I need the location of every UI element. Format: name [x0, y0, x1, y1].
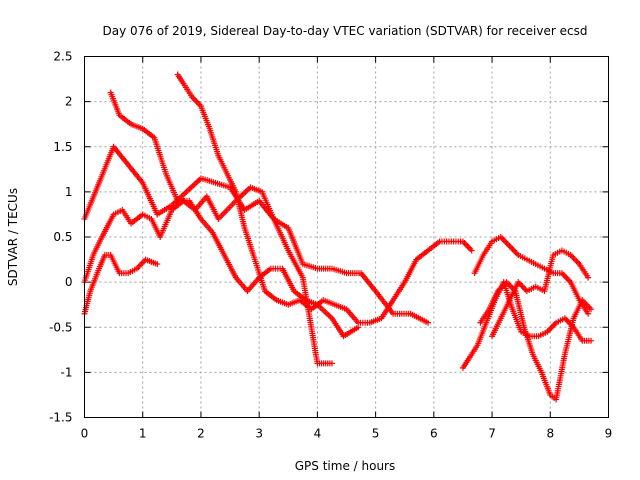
- data-point: [328, 360, 335, 367]
- x-tick-label: 0: [81, 427, 89, 441]
- x-tick-label: 6: [430, 427, 438, 441]
- series-arc-5: [174, 71, 475, 326]
- data-point: [585, 310, 592, 317]
- y-tick-label: -1.5: [49, 411, 72, 425]
- series-arc-1: [81, 143, 335, 367]
- x-tick-label: 8: [546, 427, 554, 441]
- x-tick-label: 4: [314, 427, 322, 441]
- y-tick-label: -0.5: [49, 320, 72, 334]
- data-point: [585, 274, 592, 281]
- x-tick-label: 7: [488, 427, 496, 441]
- series-arc-9: [489, 247, 592, 340]
- y-tick-label: -1: [61, 365, 73, 379]
- series-arc-3: [81, 252, 161, 317]
- y-axis-label: SDTVAR / TECUs: [6, 188, 20, 286]
- data-point: [588, 306, 595, 313]
- x-tick-label: 5: [372, 427, 380, 441]
- plot-frame: [84, 56, 609, 418]
- data-point: [154, 261, 161, 268]
- x-axis-label: GPS time / hours: [295, 459, 396, 473]
- data-point: [425, 319, 432, 326]
- y-tick-label: 0.5: [53, 230, 72, 244]
- x-tick-label: 3: [255, 427, 263, 441]
- data-points: [81, 71, 595, 403]
- x-tick-label: 1: [139, 427, 147, 441]
- x-tick-label: 9: [605, 427, 613, 441]
- y-tick-label: 0: [65, 275, 73, 289]
- chart-title: Day 076 of 2019, Sidereal Day-to-day VTE…: [103, 24, 588, 38]
- y-tick-label: 2: [65, 95, 73, 109]
- series-arc-8: [477, 279, 595, 403]
- y-tick-label: 2.5: [53, 50, 72, 64]
- y-tick-label: 1.5: [53, 140, 72, 154]
- data-point: [468, 247, 475, 254]
- data-point: [588, 337, 595, 344]
- y-tick-label: 1: [65, 185, 73, 199]
- x-tick-label: 2: [197, 427, 205, 441]
- axis-ticks: 0 1 2 3 4 5 6 7 8 9 2.5 2 1.5 1 0.5 0 -0.5 -1 -1.5: [49, 50, 612, 441]
